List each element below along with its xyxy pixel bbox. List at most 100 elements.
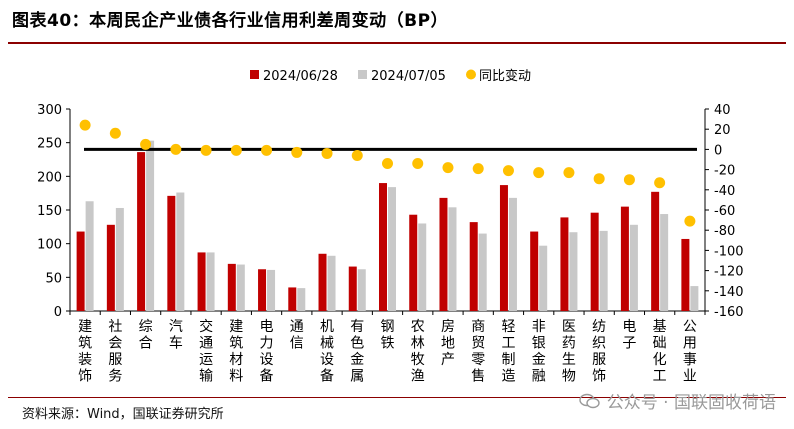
bar-2024-07-05 [690,286,699,311]
x-category-label: 汽车 [169,319,183,352]
left-tick-label: 50 [45,271,62,286]
bar-2024-07-05 [146,140,155,311]
change-dot [684,215,696,227]
watermark-text: 公众号 · 国联固收荷语 [606,393,776,413]
x-category-label: 轻工制造 [501,319,515,385]
bar-2024-07-05 [297,288,306,311]
bar-2024-06-28 [681,238,690,311]
x-category-label: 社会服务 [108,319,122,385]
change-dot [140,138,152,150]
change-dot [79,119,91,131]
bar-2024-06-28 [137,152,146,311]
bar-2024-07-05 [478,233,487,311]
right-tick-label: -80 [714,224,735,239]
x-category-label: 房地产 [441,319,455,368]
bar-2024-07-05 [660,214,669,311]
left-tick-label: 150 [37,204,62,219]
wechat-icon [579,393,600,408]
change-dot [291,146,303,158]
bar-2024-06-28 [590,212,599,311]
bar-2024-06-28 [288,287,297,311]
x-category-label: 公用事业 [683,319,697,385]
x-category-label: 电子 [622,319,636,352]
x-category-label: 商贸零售 [471,319,485,385]
legend-swatch [358,70,367,79]
watermark: 公众号 · 国联固收荷语 [579,388,776,413]
bar-2024-07-05 [267,269,276,311]
x-category-label: 通信 [290,319,304,352]
bar-series [76,140,699,311]
x-category-label: 纺织服饰 [592,319,606,385]
bar-2024-06-28 [258,269,267,311]
bar-2024-06-28 [560,217,569,311]
bar-2024-06-28 [106,224,115,311]
right-tick-label: 20 [714,123,731,138]
x-category-label: 建筑装饰 [78,319,92,385]
change-dot [321,147,333,159]
left-tick-label: 200 [37,170,62,185]
change-dot [351,149,363,161]
change-dot [472,163,484,175]
change-dot [382,158,393,170]
change-dot [170,143,182,155]
chart-title: 图表40：本周民企产业债各行业信用利差周变动（BP） [12,11,449,31]
right-tick-label: -20 [714,164,735,179]
bar-2024-07-05 [176,192,185,311]
right-tick-label: -100 [714,244,744,259]
x-category-label: 综合 [139,319,153,352]
x-category-label: 机械设备 [320,319,334,385]
change-dot [502,165,514,177]
legend-label: 同比变动 [479,68,531,84]
x-category-label: 交通运输 [199,318,213,385]
bar-2024-06-28 [499,185,508,311]
right-tick-label: -60 [714,204,735,219]
change-dot [230,144,242,156]
source-note: 资料来源：Wind，国联证券研究所 [22,407,224,422]
change-series [79,119,696,227]
bar-2024-06-28 [439,197,448,311]
x-category-label: 医药生物 [562,319,576,385]
bar-2024-07-05 [236,264,245,311]
bar-2024-07-05 [206,252,215,311]
title-divider [8,42,786,44]
bar-2024-07-05 [388,187,396,311]
legend-label: 2024/06/28 [263,69,338,84]
bar-2024-06-28 [227,263,236,311]
x-category-label: 建筑材料 [229,319,243,385]
bar-2024-07-05 [327,255,336,311]
x-category-label: 电力设备 [260,319,274,385]
bar-2024-06-28 [318,253,327,311]
bar-2024-06-28 [348,266,357,311]
bar-2024-07-05 [357,269,366,311]
x-category-label: 农林牧渔 [411,319,425,385]
bar-2024-06-28 [76,231,85,311]
bar-2024-06-28 [167,195,176,311]
left-tick-label: 300 [37,103,62,118]
bar-2024-07-05 [448,207,457,311]
change-dot [412,158,424,170]
change-dot [442,162,454,174]
bar-2024-06-28 [469,222,478,311]
right-tick-label: -140 [714,285,744,300]
change-dot [623,174,635,186]
bar-2024-06-28 [620,206,629,311]
bar-2024-06-28 [409,214,418,311]
change-dot [261,144,273,156]
change-dot [533,167,545,179]
right-tick-label: -160 [714,305,744,320]
right-tick-label: -120 [714,265,744,280]
footer-divider [8,397,786,398]
bar-2024-07-05 [539,245,548,311]
x-category-label: 非银金融 [532,319,546,385]
bar-2024-07-05 [508,197,517,311]
left-tick-label: 250 [37,137,62,152]
bar-2024-06-28 [651,191,660,311]
legend-label: 2024/07/05 [371,69,446,84]
change-dot [200,144,212,156]
right-tick-label: -40 [714,184,735,199]
right-tick-label: 0 [714,143,722,158]
left-tick-label: 100 [37,238,62,253]
bar-2024-07-05 [418,223,427,311]
x-category-label: 钢铁 [381,319,395,352]
